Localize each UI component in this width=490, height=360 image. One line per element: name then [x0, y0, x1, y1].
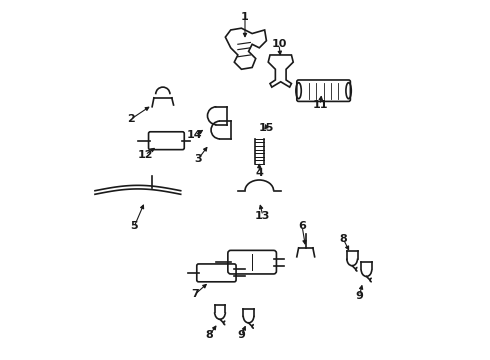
Text: 2: 2	[127, 114, 135, 124]
Text: 10: 10	[271, 39, 287, 49]
Text: 12: 12	[137, 150, 153, 160]
Text: 14: 14	[187, 130, 203, 140]
Text: 4: 4	[255, 168, 263, 178]
Text: 15: 15	[259, 123, 274, 133]
Text: 8: 8	[205, 330, 213, 341]
Text: 7: 7	[191, 289, 199, 299]
Text: 5: 5	[130, 221, 138, 231]
Text: 9: 9	[238, 330, 245, 341]
Text: 8: 8	[340, 234, 347, 244]
Text: 11: 11	[312, 100, 328, 110]
Text: 1: 1	[241, 13, 249, 22]
Text: 6: 6	[298, 221, 306, 231]
Text: 13: 13	[255, 211, 270, 221]
Text: 9: 9	[355, 291, 363, 301]
Text: 3: 3	[195, 154, 202, 163]
